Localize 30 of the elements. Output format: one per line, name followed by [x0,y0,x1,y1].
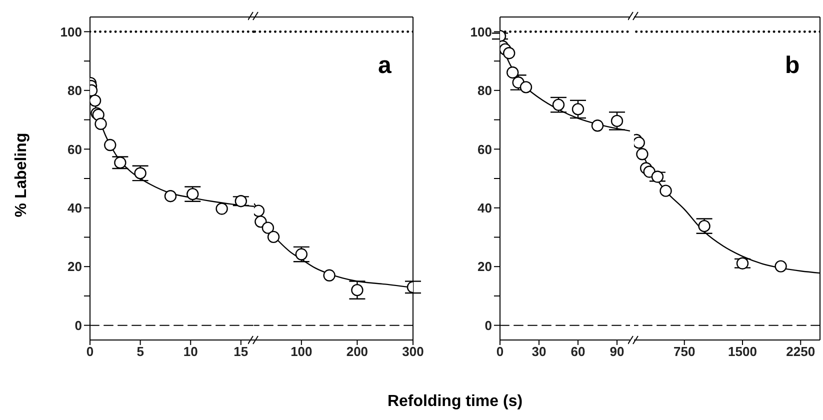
y-tick-label: 80 [68,83,82,98]
y-tick-label: 80 [478,83,492,98]
x-tick-label: 300 [402,344,424,360]
x-axis-title: Refolding time (s) [387,393,523,411]
y-tick-label: 20 [478,259,492,274]
x-tick-label: 1500 [728,344,757,360]
x-tick-label: 90 [610,344,624,360]
y-tick-label: 0 [74,318,82,333]
annotation: b [785,52,800,80]
x-tick-label: 15 [234,344,248,360]
x-tick-label: 60 [570,344,586,360]
x-tick-label: 30 [532,344,546,360]
y-tick-label: 100 [60,24,82,40]
x-tick-label: 0 [86,344,94,360]
x-tick-label: 100 [290,344,312,360]
y-tick-label: 0 [484,318,492,333]
annotation: a [378,52,392,80]
y-tick-label: 40 [478,200,492,216]
x-tick-label: 0 [496,344,504,360]
y-tick-label: 100 [470,24,492,40]
x-tick-label: 2250 [786,344,816,360]
y-tick-label: 60 [68,142,82,157]
x-tick-label: 10 [183,344,198,360]
y-tick-label: 20 [68,259,82,274]
x-tick-label: 200 [346,344,368,360]
y-tick-label: 60 [478,142,492,157]
y-axis-title: % Labeling [13,132,31,218]
x-tick-label: 750 [674,344,696,360]
x-tick-label: 5 [136,344,144,360]
y-tick-label: 40 [68,200,82,216]
